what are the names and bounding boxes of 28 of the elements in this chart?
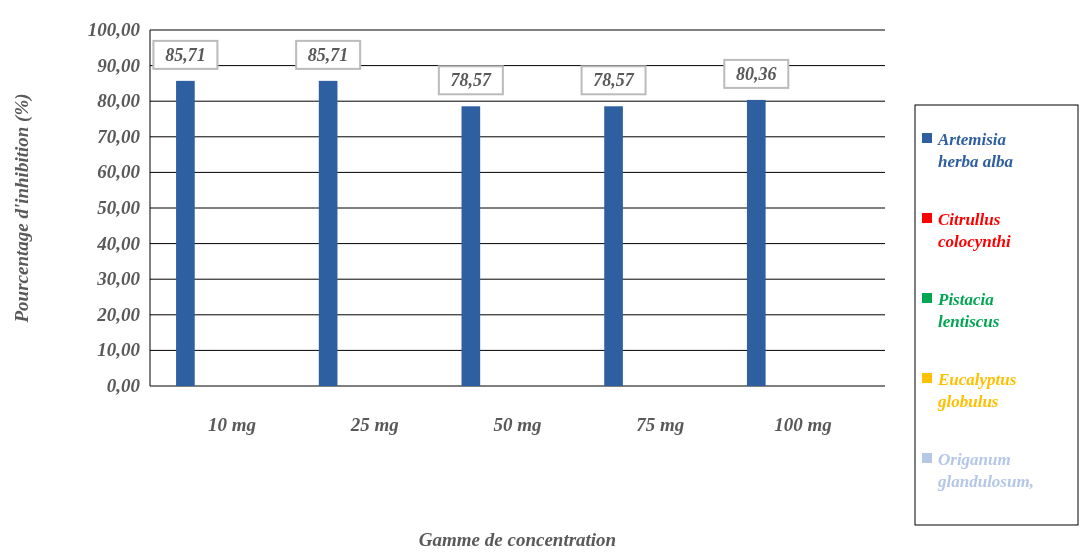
y-tick-label: 80,00 xyxy=(97,90,141,112)
data-label: 78,57 xyxy=(593,70,635,91)
data-label: 85,71 xyxy=(165,44,206,65)
x-tick-label: 10 mg xyxy=(208,414,257,435)
x-axis-title: Gamme de concentration xyxy=(418,529,617,550)
y-tick-label: 0,00 xyxy=(106,375,141,396)
legend-label: Artemisia herba alba xyxy=(937,130,1014,171)
y-tick-label: 10,00 xyxy=(97,339,141,361)
x-tick-label: 50 mg xyxy=(493,414,542,435)
data-label: 78,57 xyxy=(450,70,493,91)
y-tick-label: 100,00 xyxy=(87,19,141,40)
x-tick-label: 75 mg xyxy=(636,414,685,435)
y-tick-label: 20,00 xyxy=(96,303,141,325)
legend-label: Eucalyptus globulus xyxy=(937,370,1017,411)
data-label: 80,36 xyxy=(736,63,777,84)
y-tick-label: 70,00 xyxy=(97,125,141,147)
y-tick-label: 90,00 xyxy=(97,54,141,76)
x-tick-label: 100 mg xyxy=(774,414,832,435)
legend-label: Origanum glandulosum, xyxy=(937,450,1034,491)
y-tick-label: 60,00 xyxy=(97,161,141,183)
y-tick-label: 30,00 xyxy=(96,268,141,290)
legend-label: Citrullus colocynthi xyxy=(938,210,1011,251)
y-tick-label: 40,00 xyxy=(96,232,141,254)
y-axis-title: Pourcentage d'inhibition (%) xyxy=(11,93,33,324)
data-label: 85,71 xyxy=(307,44,349,65)
x-tick-label: 25 mg xyxy=(349,414,399,435)
legend-label: Pistacia lentiscus xyxy=(937,290,1000,331)
y-tick-label: 50,00 xyxy=(97,197,141,218)
